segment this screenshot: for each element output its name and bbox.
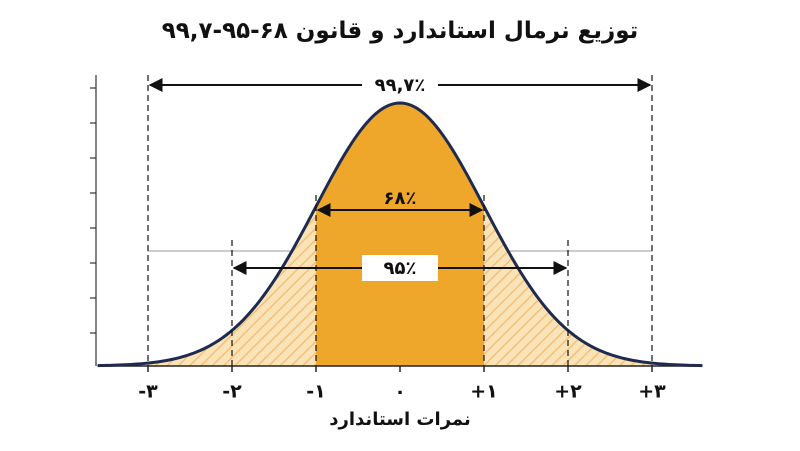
x-tick-label: +۲ xyxy=(554,381,582,403)
span-label-bg xyxy=(362,255,438,281)
x-tick-label: +۱ xyxy=(470,381,498,403)
span-label-bg xyxy=(362,72,438,98)
x-axis-label: نمرات استاندارد xyxy=(329,409,470,430)
tail-area xyxy=(148,206,316,366)
span-label: ۶۸٪ xyxy=(384,188,417,209)
span-label: ۹۵٪ xyxy=(384,258,417,279)
y-axis xyxy=(90,75,97,366)
x-tick-label: ۰ xyxy=(394,381,406,403)
span-label: ۹۹,۷٪ xyxy=(375,75,426,96)
x-tick-label: +۳ xyxy=(638,381,666,403)
x-tick-label: -۲ xyxy=(222,381,242,403)
density-curve xyxy=(97,101,703,368)
tail-area xyxy=(484,206,652,366)
center-area xyxy=(316,103,484,366)
x-tick-label: -۳ xyxy=(138,381,158,403)
x-tick-label: -۱ xyxy=(306,381,325,403)
chart-title: توزیع نرمال استاندارد و قانون ۶۸-۹۵-۹۹,۷ xyxy=(162,18,639,44)
